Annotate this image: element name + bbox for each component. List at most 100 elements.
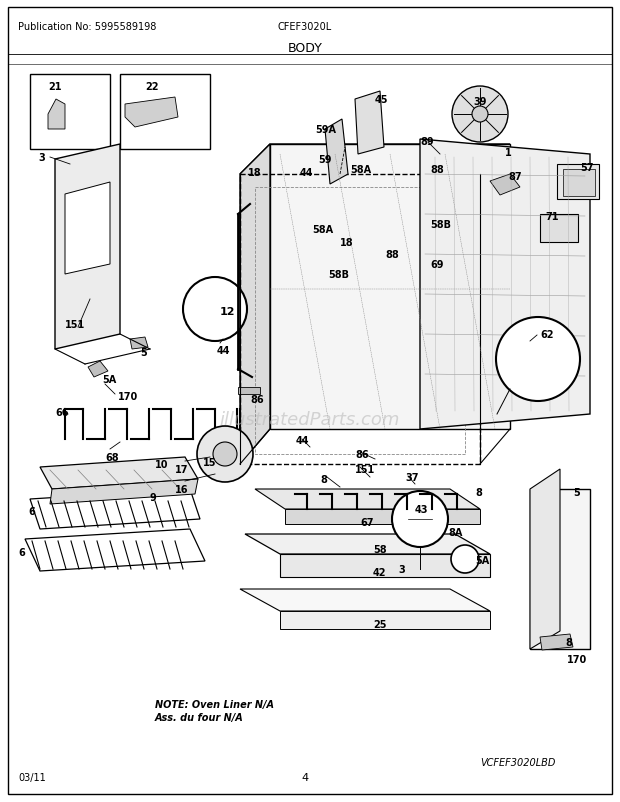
Text: 71: 71 bbox=[545, 212, 559, 221]
Polygon shape bbox=[30, 489, 200, 529]
Text: 66: 66 bbox=[55, 407, 68, 418]
Polygon shape bbox=[510, 345, 558, 357]
Text: Publication No: 5995589198: Publication No: 5995589198 bbox=[18, 22, 156, 32]
Polygon shape bbox=[408, 512, 432, 528]
Text: 5: 5 bbox=[573, 488, 580, 497]
Polygon shape bbox=[130, 338, 148, 350]
Text: Ass. du four N/A: Ass. du four N/A bbox=[155, 712, 244, 722]
Polygon shape bbox=[40, 457, 198, 489]
Bar bbox=[557, 164, 599, 200]
Circle shape bbox=[472, 107, 488, 123]
Text: 5: 5 bbox=[140, 347, 147, 358]
Text: 4: 4 bbox=[301, 772, 309, 782]
Circle shape bbox=[451, 545, 479, 573]
Text: 21: 21 bbox=[48, 82, 62, 92]
Circle shape bbox=[213, 443, 237, 467]
Text: 151: 151 bbox=[65, 320, 86, 330]
Polygon shape bbox=[540, 634, 573, 650]
Polygon shape bbox=[490, 175, 520, 196]
Text: 18: 18 bbox=[248, 168, 262, 178]
Text: 86: 86 bbox=[250, 395, 264, 404]
Text: 8: 8 bbox=[320, 475, 327, 484]
Polygon shape bbox=[200, 292, 232, 322]
Polygon shape bbox=[280, 611, 490, 630]
Polygon shape bbox=[255, 489, 480, 509]
Text: 58B: 58B bbox=[430, 220, 451, 229]
Text: 42: 42 bbox=[373, 567, 386, 577]
Text: 1: 1 bbox=[505, 148, 511, 158]
Text: 37: 37 bbox=[405, 472, 418, 482]
Text: 25: 25 bbox=[373, 619, 386, 630]
Text: 43: 43 bbox=[415, 504, 428, 514]
Text: NOTE: Oven Liner N/A: NOTE: Oven Liner N/A bbox=[155, 699, 274, 709]
Text: 6: 6 bbox=[18, 547, 25, 557]
Bar bbox=[30, 75, 110, 150]
Text: 86: 86 bbox=[355, 449, 369, 460]
Polygon shape bbox=[50, 480, 198, 504]
Polygon shape bbox=[530, 489, 590, 649]
Polygon shape bbox=[25, 529, 205, 571]
Text: 16: 16 bbox=[175, 484, 188, 494]
Text: 5A: 5A bbox=[475, 555, 489, 565]
Text: VCFEF3020LBD: VCFEF3020LBD bbox=[480, 757, 556, 767]
Text: 58: 58 bbox=[373, 545, 387, 554]
Text: 62: 62 bbox=[540, 330, 554, 339]
Text: 22: 22 bbox=[145, 82, 159, 92]
Text: 8: 8 bbox=[565, 638, 572, 647]
Polygon shape bbox=[530, 469, 560, 649]
Text: 6: 6 bbox=[28, 506, 35, 516]
Text: 12: 12 bbox=[220, 306, 236, 317]
Text: 151: 151 bbox=[355, 464, 375, 475]
Polygon shape bbox=[48, 100, 65, 130]
Text: 58A: 58A bbox=[312, 225, 333, 235]
Polygon shape bbox=[270, 145, 510, 429]
Polygon shape bbox=[563, 170, 595, 196]
Text: 39: 39 bbox=[473, 97, 487, 107]
Text: 87: 87 bbox=[508, 172, 521, 182]
Polygon shape bbox=[280, 554, 490, 577]
Polygon shape bbox=[240, 589, 490, 611]
Circle shape bbox=[392, 492, 448, 547]
Text: 8A: 8A bbox=[448, 528, 463, 537]
Circle shape bbox=[452, 87, 508, 143]
Text: 3: 3 bbox=[398, 565, 405, 574]
Text: 58B: 58B bbox=[328, 269, 349, 280]
Text: 170: 170 bbox=[118, 391, 138, 402]
Polygon shape bbox=[238, 387, 260, 395]
Text: 44: 44 bbox=[217, 346, 231, 355]
Text: 10: 10 bbox=[155, 460, 169, 469]
Polygon shape bbox=[240, 145, 270, 464]
Text: 15: 15 bbox=[203, 457, 217, 468]
Text: illustratedParts.com: illustratedParts.com bbox=[220, 411, 400, 428]
Bar bbox=[120, 75, 210, 150]
Text: 59: 59 bbox=[318, 155, 332, 164]
Text: 69: 69 bbox=[430, 260, 443, 269]
Text: CFEF3020L: CFEF3020L bbox=[278, 22, 332, 32]
Text: BODY: BODY bbox=[288, 42, 322, 55]
Polygon shape bbox=[65, 183, 110, 274]
Text: 59A: 59A bbox=[315, 125, 336, 135]
Polygon shape bbox=[510, 359, 558, 371]
Text: 68: 68 bbox=[105, 452, 118, 463]
Circle shape bbox=[197, 427, 253, 482]
Polygon shape bbox=[420, 140, 590, 429]
Text: 57: 57 bbox=[580, 163, 593, 172]
Polygon shape bbox=[355, 92, 384, 155]
Text: 170: 170 bbox=[567, 654, 587, 664]
Text: 17: 17 bbox=[175, 464, 188, 475]
Text: 44: 44 bbox=[296, 435, 309, 445]
Polygon shape bbox=[456, 553, 474, 565]
Polygon shape bbox=[510, 375, 558, 386]
Text: 03/11: 03/11 bbox=[18, 772, 46, 782]
Polygon shape bbox=[240, 145, 510, 175]
Text: 8: 8 bbox=[475, 488, 482, 497]
Text: 44: 44 bbox=[300, 168, 314, 178]
Polygon shape bbox=[285, 509, 480, 525]
Text: 88: 88 bbox=[385, 249, 399, 260]
Polygon shape bbox=[125, 98, 178, 128]
Text: 67: 67 bbox=[360, 517, 373, 528]
Polygon shape bbox=[88, 362, 108, 378]
Polygon shape bbox=[55, 145, 120, 350]
Text: 88: 88 bbox=[430, 164, 444, 175]
Circle shape bbox=[183, 277, 247, 342]
